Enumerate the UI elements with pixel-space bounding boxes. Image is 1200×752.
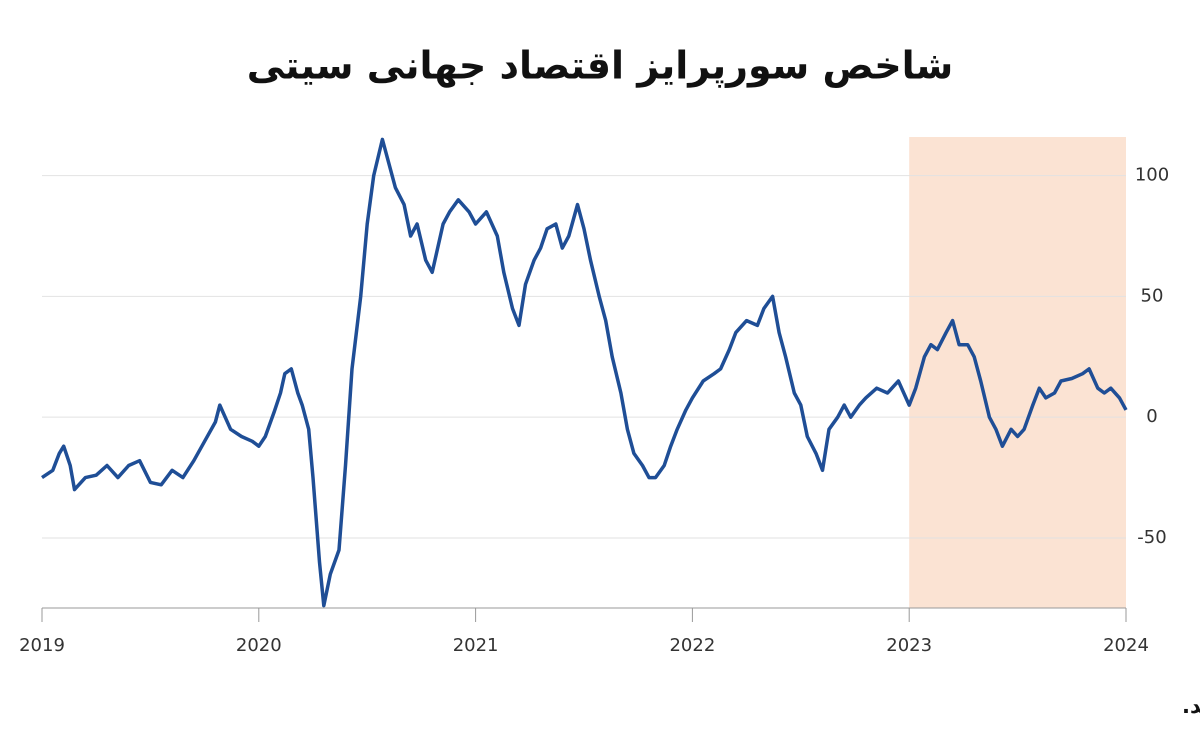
x-tick-label: 2019 [19, 635, 65, 656]
caption: شاخص در محدوده مثبت به معنای آن است که د… [1182, 693, 1200, 718]
y-tick-label: 100 [1135, 165, 1169, 186]
series-line [41, 137, 1128, 608]
x-tick-label: 2021 [453, 635, 499, 656]
x-tick-label: 2020 [236, 635, 282, 656]
y-tick-label: 0 [1146, 406, 1157, 427]
x-tick-label: 2024 [1103, 635, 1149, 656]
chart-title: شاخص سورپرایز اقتصاد جهانی سیتی [247, 44, 954, 88]
y-tick-label: 50 [1141, 285, 1164, 306]
x-tick-label: 2023 [886, 635, 932, 656]
highlight-band [909, 137, 1126, 608]
y-tick-label: -50 [1137, 527, 1166, 548]
x-tick-label: 2022 [669, 635, 715, 656]
